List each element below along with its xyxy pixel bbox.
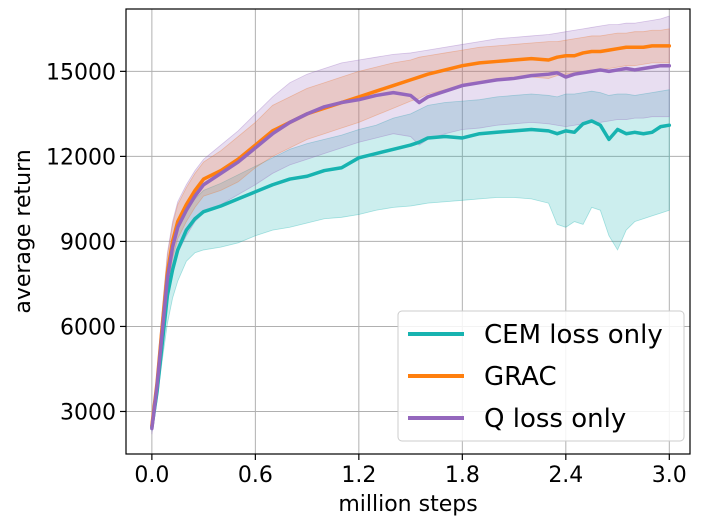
series-line [150, 44, 672, 428]
x-tick-label: 1.2 [341, 463, 376, 488]
y-tick-label: 3000 [60, 400, 116, 425]
x-tick-label: 3.0 [652, 463, 687, 488]
y-tick-label: 9000 [60, 230, 116, 255]
confidence-band [151, 89, 670, 432]
series-lines [150, 44, 672, 431]
x-axis-ticks: 0.0 0.6 1.2 1.8 2.4 3.0 [134, 454, 687, 488]
legend-box [397, 310, 685, 442]
legend-label: Q loss only [484, 404, 626, 434]
y-tick-label: 6000 [60, 315, 116, 340]
x-tick-label: 0.0 [134, 463, 169, 488]
y-tick-label: 15000 [46, 60, 116, 85]
x-tick-label: 2.4 [548, 463, 583, 488]
plot-frame [125, 8, 691, 455]
grid [126, 9, 690, 454]
x-axis-label: million steps [338, 492, 477, 517]
legend-label: CEM loss only [484, 320, 663, 350]
legend: CEM loss only GRAC Q loss only [397, 310, 685, 442]
y-axis-label: average return [11, 149, 36, 313]
confidence-band [151, 15, 670, 435]
series-line [150, 119, 672, 429]
x-tick-label: 1.8 [445, 463, 480, 488]
legend-label: GRAC [484, 362, 557, 392]
series-line [150, 63, 672, 431]
y-axis-ticks: 3000 6000 9000 12000 15000 [46, 60, 126, 425]
x-tick-label: 0.6 [238, 463, 273, 488]
y-tick-label: 12000 [46, 145, 116, 170]
